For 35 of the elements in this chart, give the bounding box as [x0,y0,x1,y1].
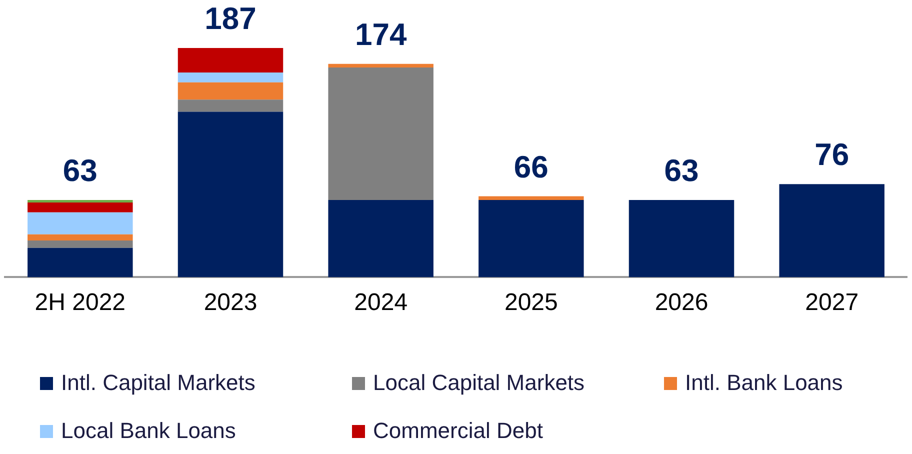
annotation: 187 [204,1,256,36]
x-tick-label: 2024 [354,289,408,316]
annotation: 63 [62,153,98,188]
x-tick-label: 2023 [204,289,258,316]
legend-label: Intl. Bank Loans [685,370,843,396]
bar [178,72,284,82]
bar [328,67,434,200]
bar [779,184,884,278]
annotation: 63 [664,153,699,188]
bar [178,100,284,112]
annotation: 76 [814,137,850,172]
bar [28,234,133,241]
legend-label: Commercial Debt [373,418,543,444]
bar [28,248,133,278]
bar [28,212,133,234]
bar [328,64,434,68]
x-tick-label: 2H 2022 [34,289,126,316]
legend-label: Local Bank Loans [61,418,236,444]
bar [178,48,284,73]
legend-label: Local Capital Markets [373,370,585,396]
x-tick-label: 2025 [504,289,558,316]
legend-label: Intl. Capital Markets [61,370,256,396]
annotation: 174 [354,16,408,52]
bar [178,82,284,100]
annotation: 66 [514,149,548,184]
x-tick-label: 2027 [805,289,859,316]
bar [28,202,133,212]
bar [328,200,434,278]
bar [628,200,734,278]
bar [178,112,284,278]
bar [478,196,584,200]
x-tick-label: 2026 [654,289,708,316]
bar [28,200,133,202]
bar [28,240,133,248]
bar [478,200,584,278]
